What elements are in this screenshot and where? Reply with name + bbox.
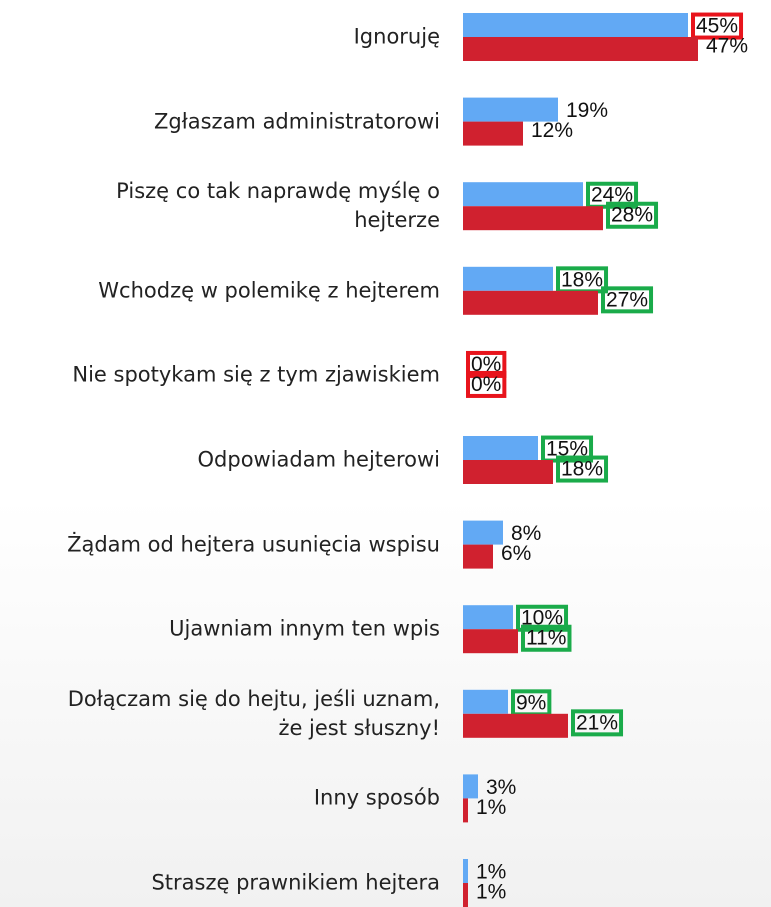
highlight-box	[541, 435, 594, 463]
bar	[463, 629, 518, 654]
data-label: 18%	[561, 458, 603, 481]
category-label: Piszę co tak naprawdę myślę o hejterze	[116, 179, 440, 233]
category-label: Dołączam się do hejtu, jeśli uznam, że j…	[67, 686, 440, 740]
category-label: Nie spotykam się z tym zjawiskiem	[72, 362, 440, 387]
data-label: 1%	[476, 881, 506, 904]
highlight-box	[571, 709, 624, 737]
category-label: Odpowiadam hejterowi	[197, 447, 441, 472]
data-label: 8%	[511, 522, 541, 545]
bar	[463, 544, 493, 569]
bar	[463, 206, 603, 231]
data-label: 47%	[706, 35, 748, 58]
data-label: 11%	[526, 627, 566, 650]
bar	[463, 798, 468, 823]
data-label: 1%	[476, 796, 506, 819]
category-label: Inny sposób	[313, 785, 440, 810]
bar	[463, 460, 553, 484]
bar	[463, 37, 698, 61]
bar	[463, 689, 508, 714]
data-label: 15%	[546, 438, 588, 461]
bar	[463, 774, 478, 799]
category-label: Straszę prawnikiem hejtera	[151, 870, 440, 895]
bar	[463, 859, 468, 883]
category-label: Ignoruję	[353, 24, 440, 49]
category-label: Zgłaszam administratorowi	[154, 109, 440, 134]
data-label: 27%	[606, 288, 648, 311]
bar	[463, 713, 568, 738]
bar	[463, 266, 553, 291]
data-label: 1%	[476, 861, 506, 884]
category-label: Ujawniam innym ten wpis	[169, 616, 440, 641]
data-label: 21%	[576, 711, 618, 734]
data-label: 12%	[531, 119, 573, 142]
highlight-box	[601, 286, 654, 314]
category-label: Wchodzę w polemikę z hejterem	[98, 278, 440, 303]
highlight-box	[606, 201, 659, 229]
bar	[463, 883, 468, 907]
category-label: Żądam od hejtera usunięcia wspisu	[67, 532, 440, 557]
data-label: 19%	[566, 99, 608, 122]
data-label: 0%	[471, 373, 501, 396]
highlight-box	[586, 181, 639, 209]
data-label: 9%	[516, 691, 546, 714]
data-label: 6%	[501, 542, 531, 565]
highlight-box	[521, 624, 572, 652]
data-label: 10%	[521, 607, 563, 630]
data-label: 18%	[561, 268, 603, 291]
data-label: 3%	[486, 776, 516, 799]
highlight-box	[556, 455, 609, 483]
highlight-box	[466, 370, 507, 398]
bar	[463, 121, 523, 146]
bar	[463, 97, 558, 122]
highlight-box	[516, 604, 569, 632]
bar	[463, 13, 688, 37]
data-label: 24%	[591, 184, 633, 207]
bar	[463, 520, 503, 545]
bar	[463, 290, 598, 315]
bar	[463, 605, 513, 630]
bar	[463, 182, 583, 207]
data-label: 28%	[611, 204, 653, 227]
data-label: 0%	[471, 353, 501, 376]
bar	[463, 436, 538, 460]
highlight-box	[691, 12, 744, 40]
data-label: 45%	[696, 15, 738, 38]
highlight-box	[466, 350, 507, 378]
